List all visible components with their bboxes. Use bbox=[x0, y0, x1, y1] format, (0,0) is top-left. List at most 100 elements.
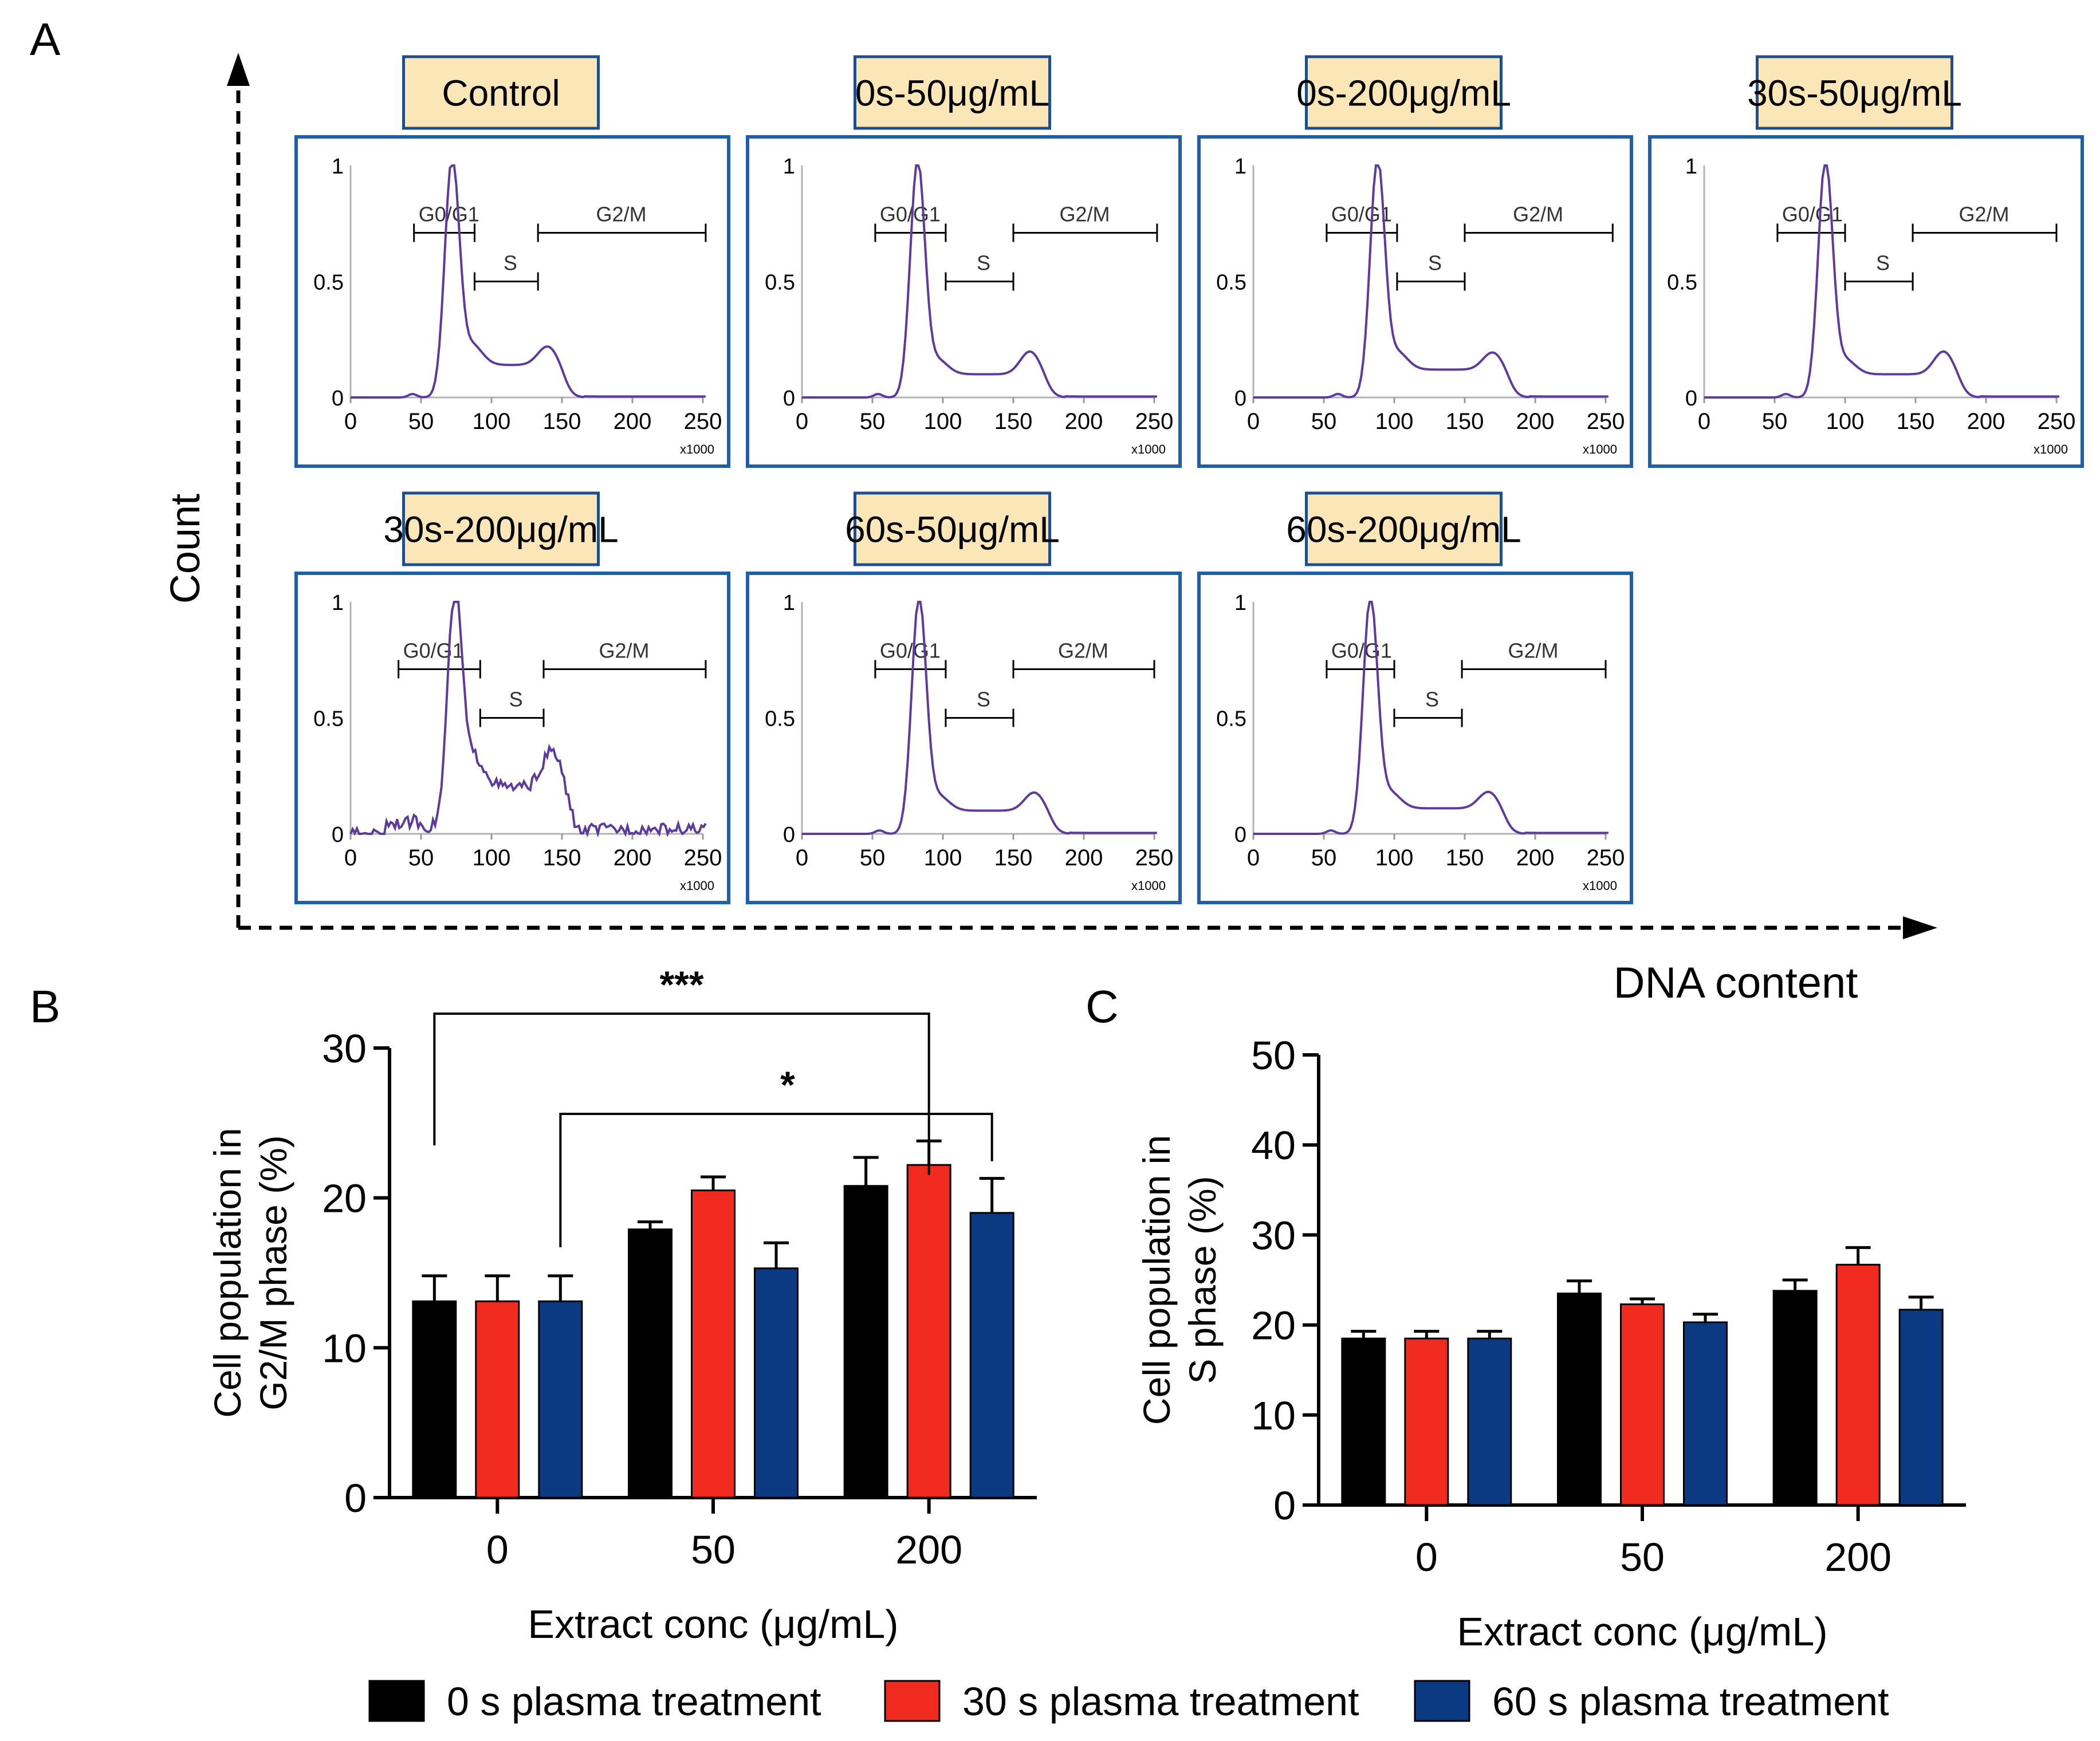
histogram-y-tick-label: 1 bbox=[332, 591, 344, 615]
histogram-frame bbox=[746, 572, 1182, 904]
gate-label: G0/G1 bbox=[1331, 639, 1392, 662]
histogram-curve bbox=[1704, 164, 2059, 399]
histogram-y-tick-label: 0 bbox=[1685, 387, 1697, 411]
histogram-panel: Control 0 50 100 150 200 250 0 0.5 1 x1000 G0/G1 S G2… bbox=[294, 55, 730, 468]
histogram-y-tick-label: 1 bbox=[783, 591, 795, 615]
legend-swatch bbox=[1414, 1680, 1470, 1722]
histogram-x-multiplier: x1000 bbox=[1131, 879, 1166, 893]
bar bbox=[412, 1300, 457, 1499]
bar bbox=[906, 1164, 951, 1499]
histogram-y-tick-label: 0 bbox=[1234, 823, 1246, 847]
histogram-x-tick-label: 0 bbox=[344, 845, 357, 871]
histogram-y-tick-label: 1 bbox=[783, 155, 795, 179]
histogram-frame bbox=[1648, 135, 2084, 468]
gate-label: G0/G1 bbox=[403, 639, 464, 662]
histogram-title-box bbox=[1305, 491, 1503, 566]
histogram-y-tick-label: 0 bbox=[783, 823, 795, 847]
histogram-x-tick-label: 50 bbox=[408, 409, 434, 434]
histogram-x-tick-label: 250 bbox=[2038, 409, 2076, 434]
histogram-x-tick-label: 0 bbox=[1247, 845, 1260, 871]
chart-s-phase: 0 10 20 30 40 50 0 50 200 Extract conc (μg/mL) Cel… bbox=[1135, 1033, 1966, 1654]
histogram-x-tick-label: 150 bbox=[1897, 409, 1935, 434]
bar bbox=[1620, 1303, 1665, 1506]
histogram-x-multiplier: x1000 bbox=[680, 879, 714, 893]
bar bbox=[843, 1185, 888, 1499]
y-tick-label: 10 bbox=[322, 1326, 367, 1370]
histogram-x-multiplier: x1000 bbox=[1583, 442, 1617, 456]
gate-s: S bbox=[945, 251, 1014, 291]
y-axis-title: G2/M phase (%) bbox=[252, 1135, 294, 1411]
histogram-x-tick-label: 100 bbox=[924, 845, 962, 871]
histogram-y-tick-label: 0 bbox=[332, 387, 344, 411]
histogram-frame bbox=[1197, 135, 1633, 468]
count-axis-label: Count bbox=[163, 494, 209, 604]
histogram-x-tick-label: 0 bbox=[344, 409, 357, 434]
significance-label: *** bbox=[659, 963, 703, 1006]
histogram-y-tick-label: 0.5 bbox=[765, 707, 795, 731]
gate-label: G2/M bbox=[596, 202, 647, 226]
histogram-title-box bbox=[1756, 55, 1953, 130]
gate-g0g1: G0/G1 bbox=[1326, 639, 1395, 679]
gate-g2m: G2/M bbox=[1012, 202, 1158, 242]
gate-label: S bbox=[1876, 251, 1890, 275]
bar bbox=[1404, 1337, 1449, 1506]
significance-bracket bbox=[559, 1113, 993, 1247]
histogram-title: 0s-50μg/mL bbox=[855, 73, 1049, 114]
histogram-x-tick-label: 200 bbox=[1065, 845, 1103, 871]
legend-swatch bbox=[368, 1680, 425, 1722]
dna-axis-label: DNA content bbox=[1614, 959, 1858, 1007]
histogram-panel: 30s-50μg/mL 0 50 100 150 200 250 0 0.5 1 x1000 G0/G… bbox=[1648, 55, 2084, 468]
panel-label-b: B bbox=[30, 981, 60, 1032]
gate-label: G0/G1 bbox=[1782, 202, 1843, 226]
histogram-x-tick-label: 200 bbox=[614, 409, 652, 434]
histogram-x-tick-label: 100 bbox=[1375, 409, 1414, 434]
histogram-x-multiplier: x1000 bbox=[1583, 879, 1617, 893]
gate-s: S bbox=[1393, 688, 1463, 727]
histogram-frame bbox=[294, 572, 730, 904]
histogram-panel: 60s-200μg/mL 0 50 100 150 200 250 0 0.5 1 x1000 G0/… bbox=[1197, 491, 1633, 904]
gate-g0g1: G0/G1 bbox=[398, 639, 481, 679]
histogram-title: 60s-50μg/mL bbox=[845, 509, 1060, 550]
histogram-y-tick-label: 1 bbox=[332, 155, 344, 179]
histogram-x-tick-label: 200 bbox=[614, 845, 652, 871]
y-tick-label: 0 bbox=[344, 1476, 367, 1521]
x-tick-label: 50 bbox=[1620, 1535, 1665, 1579]
x-axis-title: Extract conc (μg/mL) bbox=[1457, 1609, 1827, 1654]
gate-g2m: G2/M bbox=[542, 639, 707, 679]
histogram-x-tick-label: 100 bbox=[473, 409, 511, 434]
gate-s: S bbox=[1844, 251, 1914, 291]
histogram-x-tick-label: 250 bbox=[1135, 409, 1174, 434]
y-tick-label: 0 bbox=[1273, 1483, 1296, 1528]
histogram-x-tick-label: 150 bbox=[994, 845, 1033, 871]
histogram-title-box bbox=[402, 491, 600, 566]
y-tick-label: 20 bbox=[1251, 1303, 1296, 1348]
histogram-x-tick-label: 250 bbox=[684, 409, 722, 434]
bar bbox=[969, 1212, 1014, 1499]
histogram-x-tick-label: 50 bbox=[1311, 845, 1337, 871]
histogram-curve bbox=[1253, 601, 1609, 835]
gate-label: G2/M bbox=[599, 639, 649, 662]
gate-s: S bbox=[945, 688, 1014, 727]
histogram-panel: 0s-50μg/mL 0 50 100 150 200 250 0 0.5 1 x1000 G0/G1… bbox=[746, 55, 1182, 468]
gate-g2m: G2/M bbox=[1912, 202, 2058, 242]
histogram-curve bbox=[1253, 164, 1609, 399]
histogram-x-tick-label: 50 bbox=[1762, 409, 1788, 434]
legend-label: 60 s plasma treatment bbox=[1492, 1679, 1889, 1724]
panel-a-axes: Count DNA content bbox=[163, 53, 1937, 1007]
histogram-y-tick-label: 1 bbox=[1234, 155, 1246, 179]
gate-s: S bbox=[479, 688, 545, 727]
bar bbox=[754, 1267, 799, 1499]
x-tick-label: 200 bbox=[1824, 1535, 1891, 1579]
histogram-x-tick-label: 200 bbox=[1516, 409, 1555, 434]
histogram-x-tick-label: 50 bbox=[860, 845, 886, 871]
histogram-y-tick-label: 0.5 bbox=[313, 271, 344, 295]
histogram-x-tick-label: 250 bbox=[1587, 845, 1625, 871]
histogram-y-tick-label: 0.5 bbox=[1216, 271, 1246, 295]
gate-s: S bbox=[1396, 251, 1466, 291]
histogram-y-tick-label: 0.5 bbox=[1216, 707, 1246, 731]
histogram-y-tick-label: 1 bbox=[1685, 155, 1697, 179]
gate-g0g1: G0/G1 bbox=[874, 639, 947, 679]
histogram-x-tick-label: 0 bbox=[796, 409, 808, 434]
